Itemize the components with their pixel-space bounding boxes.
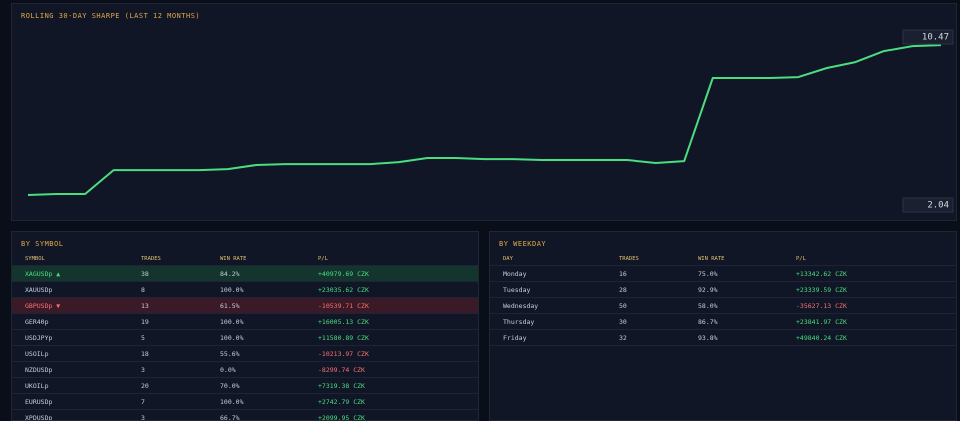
table-cell: 75.0% [698, 270, 718, 278]
table-cell: 5 [141, 334, 145, 342]
table-cell: 84.2% [220, 270, 240, 278]
table-row: Wednesday 50 58.0% -35627.13 CZK [490, 298, 956, 314]
table-row: Thursday 30 86.7% +23841.97 CZK [490, 314, 956, 330]
table-cell: XAUUSDp [25, 286, 52, 294]
table-cell: XAGUSDp ▲ [25, 270, 60, 278]
table-row: XPDUSDp 3 66.7% +2099.95 CZK [12, 410, 478, 421]
column-header: TRADES [619, 256, 639, 262]
table-cell: 16 [619, 270, 627, 278]
table-row: USOILp 18 55.6% -10213.97 CZK [12, 346, 478, 362]
table-row: XAGUSDp ▲ 38 84.2% +40979.69 CZK [12, 266, 478, 282]
weekday-panel: BY WEEKDAY DAY TRADES WIN RATE P/L Monday 16 7… [489, 231, 957, 421]
table-row: XAUUSDp 8 100.0% +23035.62 CZK [12, 282, 478, 298]
table-cell: 61.5% [220, 302, 240, 310]
table-cell: 92.9% [698, 286, 718, 294]
table-cell: +11580.89 CZK [318, 334, 369, 342]
table-cell: 38 [141, 270, 149, 278]
table-cell: Thursday [503, 318, 534, 326]
table-cell: Wednesday [503, 302, 538, 310]
table-cell: 70.0% [220, 382, 240, 390]
column-header: P/L [318, 256, 328, 262]
table-row: USDJPYp 5 100.0% +11580.89 CZK [12, 330, 478, 346]
table-cell: +23035.62 CZK [318, 286, 369, 294]
column-header: SYMBOL [25, 256, 45, 262]
table-row: EURUSDp 7 100.0% +2742.79 CZK [12, 394, 478, 410]
table-cell: Monday [503, 270, 526, 278]
table-cell: NZDUSDp [25, 366, 52, 374]
column-header: P/L [796, 256, 806, 262]
table-cell: 3 [141, 414, 145, 421]
table-cell: -10539.71 CZK [318, 302, 369, 310]
table-cell: 3 [141, 366, 145, 374]
table-row: GER40p 19 100.0% +16005.13 CZK [12, 314, 478, 330]
panel-title: BY SYMBOL [21, 240, 63, 248]
table-cell: +49840.24 CZK [796, 334, 847, 342]
table-cell: Friday [503, 334, 526, 342]
table-cell: 58.0% [698, 302, 718, 310]
table-cell: +13342.62 CZK [796, 270, 847, 278]
table-cell: USDJPYp [25, 334, 52, 342]
table-cell: XPDUSDp [25, 414, 52, 421]
table-cell: 100.0% [220, 398, 243, 406]
table-cell: +16005.13 CZK [318, 318, 369, 326]
column-header: WIN RATE [698, 256, 725, 262]
table-cell: 0.0% [220, 366, 236, 374]
table-cell: 30 [619, 318, 627, 326]
table-cell: GER40p [25, 318, 48, 326]
table-cell: 7 [141, 398, 145, 406]
table-row: Tuesday 28 92.9% +23339.59 CZK [490, 282, 956, 298]
table-cell: +40979.69 CZK [318, 270, 369, 278]
table-cell: +2099.95 CZK [318, 414, 365, 421]
table-cell: 18 [141, 350, 149, 358]
table-cell: USOILp [25, 350, 48, 358]
table-row: NZDUSDp 3 0.0% -8299.74 CZK [12, 362, 478, 378]
table-row: Monday 16 75.0% +13342.62 CZK [490, 266, 956, 282]
table-cell: 19 [141, 318, 149, 326]
column-header: DAY [503, 256, 513, 262]
table-cell: -35627.13 CZK [796, 302, 847, 310]
table-cell: -8299.74 CZK [318, 366, 365, 374]
table-cell: +7319.38 CZK [318, 382, 365, 390]
table-cell: 13 [141, 302, 149, 310]
symbol-panel: BY SYMBOL SYMBOL TRADES WIN RATE P/L XAGUSDp… [11, 231, 479, 421]
table-cell: +2742.79 CZK [318, 398, 365, 406]
table-row: Friday 32 93.8% +49840.24 CZK [490, 330, 956, 346]
chart: 2.04 10.47 [12, 4, 956, 220]
table-cell: 20 [141, 382, 149, 390]
table-cell: 66.7% [220, 414, 240, 421]
table-cell: UKOILp [25, 382, 48, 390]
table-cell: 55.6% [220, 350, 240, 358]
column-header: WIN RATE [220, 256, 247, 262]
table-cell: GBPUSDp ▼ [25, 302, 60, 310]
column-header: TRADES [141, 256, 161, 262]
table-row: UKOILp 20 70.0% +7319.38 CZK [12, 378, 478, 394]
table-cell: 50 [619, 302, 627, 310]
table-header: DAY TRADES WIN RATE P/L [490, 252, 956, 266]
value-badge-label: 10.47 [922, 33, 949, 43]
table-cell: Tuesday [503, 286, 530, 294]
table-cell: 32 [619, 334, 627, 342]
table-cell: EURUSDp [25, 398, 52, 406]
table-cell: 100.0% [220, 334, 243, 342]
table-cell: 86.7% [698, 318, 718, 326]
table-cell: 28 [619, 286, 627, 294]
table-cell: +23841.97 CZK [796, 318, 847, 326]
table-cell: 93.8% [698, 334, 718, 342]
panel-title: BY WEEKDAY [499, 240, 546, 248]
table-cell: 100.0% [220, 318, 243, 326]
sharpe-panel: ROLLING 30-DAY SHARPE (LAST 12 MONTHS) 2… [11, 3, 957, 221]
table-row: GBPUSDp ▼ 13 61.5% -10539.71 CZK [12, 298, 478, 314]
sharpe-line [28, 45, 941, 195]
weekday-table: DAY TRADES WIN RATE P/L Monday 16 75.0% +13342.… [490, 252, 956, 346]
value-badge-label: 2.04 [927, 201, 949, 211]
table-header: SYMBOL TRADES WIN RATE P/L [12, 252, 478, 266]
table-cell: +23339.59 CZK [796, 286, 847, 294]
table-cell: 8 [141, 286, 145, 294]
table-cell: 100.0% [220, 286, 243, 294]
table-cell: -10213.97 CZK [318, 350, 369, 358]
